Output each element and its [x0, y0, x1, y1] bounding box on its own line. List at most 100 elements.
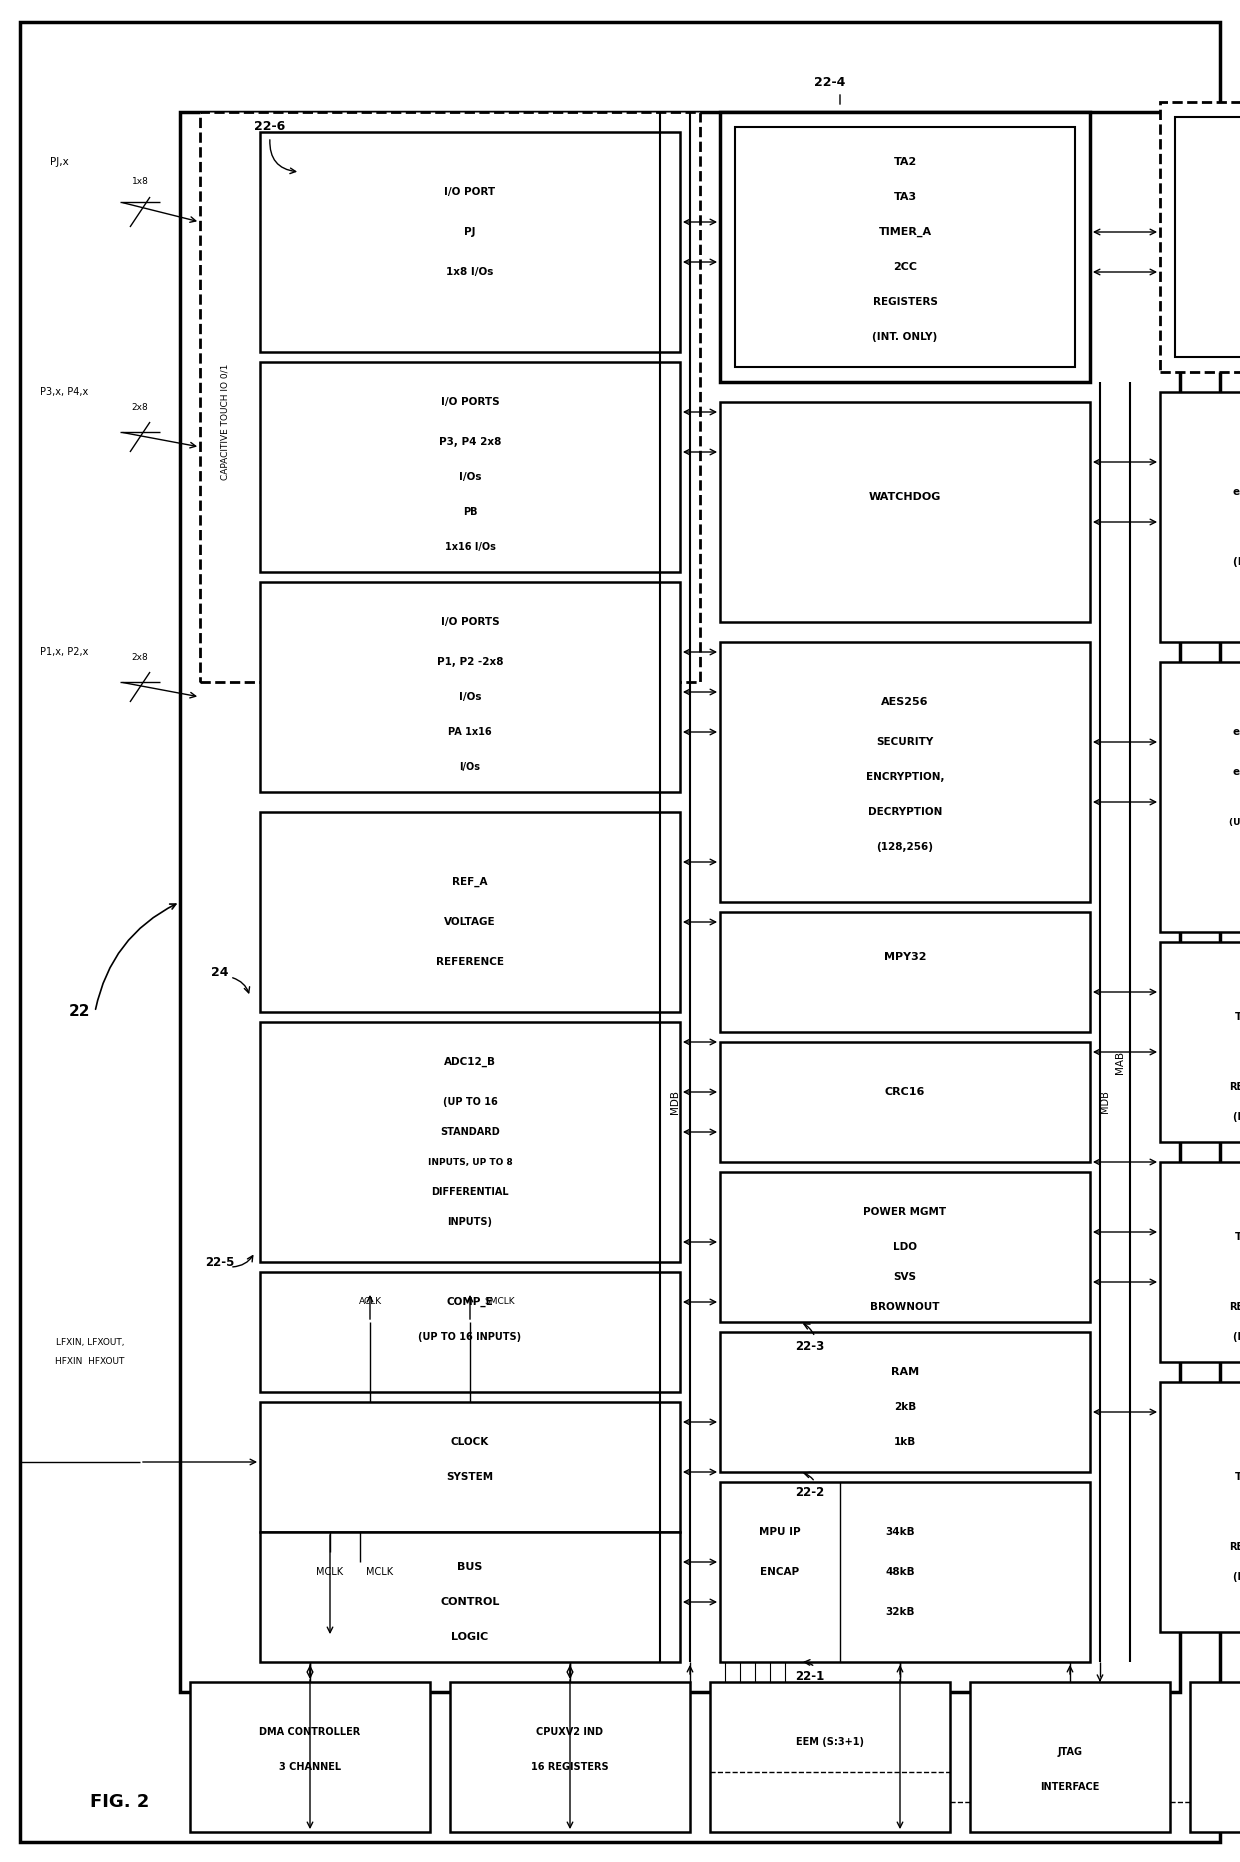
Text: CRC16: CRC16 — [885, 1087, 925, 1097]
Text: LFXIN, LFXOUT,: LFXIN, LFXOUT, — [56, 1337, 124, 1346]
Text: PA 1x16: PA 1x16 — [448, 726, 492, 737]
Text: PJ: PJ — [464, 227, 476, 236]
Text: SECURITY: SECURITY — [877, 737, 934, 747]
Text: MCLK: MCLK — [316, 1568, 343, 1577]
Text: ENCAP: ENCAP — [760, 1568, 800, 1577]
Text: 22-4: 22-4 — [815, 76, 846, 89]
Text: 1x8 I/Os: 1x8 I/Os — [446, 266, 494, 277]
Text: DECRYPTION: DECRYPTION — [868, 806, 942, 817]
Text: I/Os: I/Os — [459, 471, 481, 482]
Text: P1, P2 -2x8: P1, P2 -2x8 — [436, 657, 503, 667]
Text: CAPACITIVE TOUCH IO 0/1: CAPACITIVE TOUCH IO 0/1 — [221, 363, 229, 480]
Text: SVS: SVS — [894, 1272, 916, 1283]
Bar — [260, 361, 680, 572]
Text: PJ,x: PJ,x — [50, 156, 68, 168]
Text: INTERFACE: INTERFACE — [1040, 1782, 1100, 1791]
Text: I/O PORTS: I/O PORTS — [440, 616, 500, 627]
Text: 1kB: 1kB — [894, 1437, 916, 1447]
Text: 22-6: 22-6 — [254, 121, 285, 134]
Text: MAB: MAB — [1115, 1050, 1125, 1074]
Text: REGISTERS: REGISTERS — [1230, 1542, 1240, 1553]
Text: (UART, IrDA,: (UART, IrDA, — [1229, 817, 1240, 827]
Bar — [1159, 942, 1240, 1141]
Text: 22-5: 22-5 — [206, 1255, 234, 1268]
Text: ADC12_B: ADC12_B — [444, 1058, 496, 1067]
Text: 24: 24 — [211, 966, 228, 979]
Bar — [260, 1022, 680, 1262]
Text: (I2C, SPI): (I2C, SPI) — [1233, 557, 1240, 568]
Text: JTAG: JTAG — [1058, 1747, 1083, 1758]
Text: STANDARD: STANDARD — [440, 1127, 500, 1138]
Text: ENCRYPTION,: ENCRYPTION, — [866, 773, 944, 782]
Text: 1x16 I/Os: 1x16 I/Os — [445, 542, 496, 551]
Text: I/Os: I/Os — [460, 762, 481, 773]
Bar — [1190, 1681, 1240, 1832]
Text: MPU IP: MPU IP — [759, 1527, 801, 1536]
Text: I/O PORT: I/O PORT — [444, 186, 496, 197]
Text: TIMER_A: TIMER_A — [1235, 1233, 1240, 1242]
Bar — [260, 1532, 680, 1663]
Bar — [720, 1482, 1090, 1663]
Text: 32kB: 32kB — [885, 1607, 915, 1616]
Text: 48kB: 48kB — [885, 1568, 915, 1577]
Text: LDO: LDO — [893, 1242, 918, 1251]
Bar — [720, 402, 1090, 622]
Bar — [720, 912, 1090, 1032]
Text: 22-3: 22-3 — [795, 1341, 825, 1354]
Text: INPUTS, UP TO 8: INPUTS, UP TO 8 — [428, 1158, 512, 1166]
Text: TIMER_A: TIMER_A — [1235, 1011, 1240, 1022]
Bar — [200, 112, 701, 681]
Bar — [1159, 393, 1240, 642]
Text: (UP TO 16 INPUTS): (UP TO 16 INPUTS) — [418, 1331, 522, 1343]
Text: RAM: RAM — [890, 1367, 919, 1378]
Text: HFXIN  HFXOUT: HFXIN HFXOUT — [56, 1357, 125, 1367]
Text: DMA CONTROLLER: DMA CONTROLLER — [259, 1726, 361, 1737]
Text: I/Os: I/Os — [459, 693, 481, 702]
Text: 22: 22 — [69, 1004, 91, 1020]
Text: CPUXV2 IND: CPUXV2 IND — [537, 1726, 604, 1737]
Bar — [735, 127, 1075, 367]
Text: INPUTS): INPUTS) — [448, 1218, 492, 1227]
Text: (INT, EXT): (INT, EXT) — [1233, 1572, 1240, 1583]
Text: VOLTAGE: VOLTAGE — [444, 916, 496, 927]
Text: REF_A: REF_A — [453, 877, 487, 886]
Text: CONTROL: CONTROL — [440, 1598, 500, 1607]
Text: (INT. ONLY): (INT. ONLY) — [873, 331, 937, 343]
Text: LOGIC: LOGIC — [451, 1631, 489, 1642]
Text: MDB: MDB — [1100, 1091, 1110, 1113]
Bar — [190, 1681, 430, 1832]
Text: 2x8: 2x8 — [131, 652, 149, 661]
Bar — [450, 1681, 689, 1832]
Text: REGISTERS: REGISTERS — [873, 298, 937, 307]
Text: 2x8: 2x8 — [131, 402, 149, 412]
Bar — [1159, 102, 1240, 372]
Text: REGISTERS: REGISTERS — [1230, 1082, 1240, 1091]
Text: WATCHDOG: WATCHDOG — [869, 492, 941, 503]
Text: BROWNOUT: BROWNOUT — [870, 1302, 940, 1313]
Bar — [720, 1331, 1090, 1473]
Text: MDB: MDB — [670, 1089, 680, 1113]
Bar — [260, 1272, 680, 1393]
Text: AES256: AES256 — [882, 696, 929, 708]
Text: 34kB: 34kB — [885, 1527, 915, 1536]
Text: 22-2: 22-2 — [795, 1486, 825, 1499]
Text: TIMER_A: TIMER_A — [878, 227, 931, 236]
Text: (INT, EXT): (INT, EXT) — [1233, 1331, 1240, 1343]
Text: eUSCI_A1: eUSCI_A1 — [1233, 767, 1240, 776]
Text: P3, P4 2x8: P3, P4 2x8 — [439, 438, 501, 447]
Bar — [260, 583, 680, 791]
Text: 1x8: 1x8 — [131, 177, 149, 186]
Text: P1,x, P2,x: P1,x, P2,x — [40, 646, 88, 657]
Text: SMCLK: SMCLK — [485, 1298, 516, 1307]
Text: 3 CHANNEL: 3 CHANNEL — [279, 1761, 341, 1773]
Bar — [720, 1043, 1090, 1162]
Text: TA3: TA3 — [894, 192, 916, 201]
Text: PB: PB — [463, 506, 477, 518]
Text: 2kB: 2kB — [894, 1402, 916, 1411]
Text: REGISTERS: REGISTERS — [1230, 1302, 1240, 1313]
Text: 22-1: 22-1 — [795, 1670, 825, 1683]
Text: TIMER_B: TIMER_B — [1235, 1471, 1240, 1482]
Text: MPY32: MPY32 — [884, 951, 926, 963]
Text: eUSCI_80: eUSCI_80 — [1233, 486, 1240, 497]
Bar — [260, 812, 680, 1013]
